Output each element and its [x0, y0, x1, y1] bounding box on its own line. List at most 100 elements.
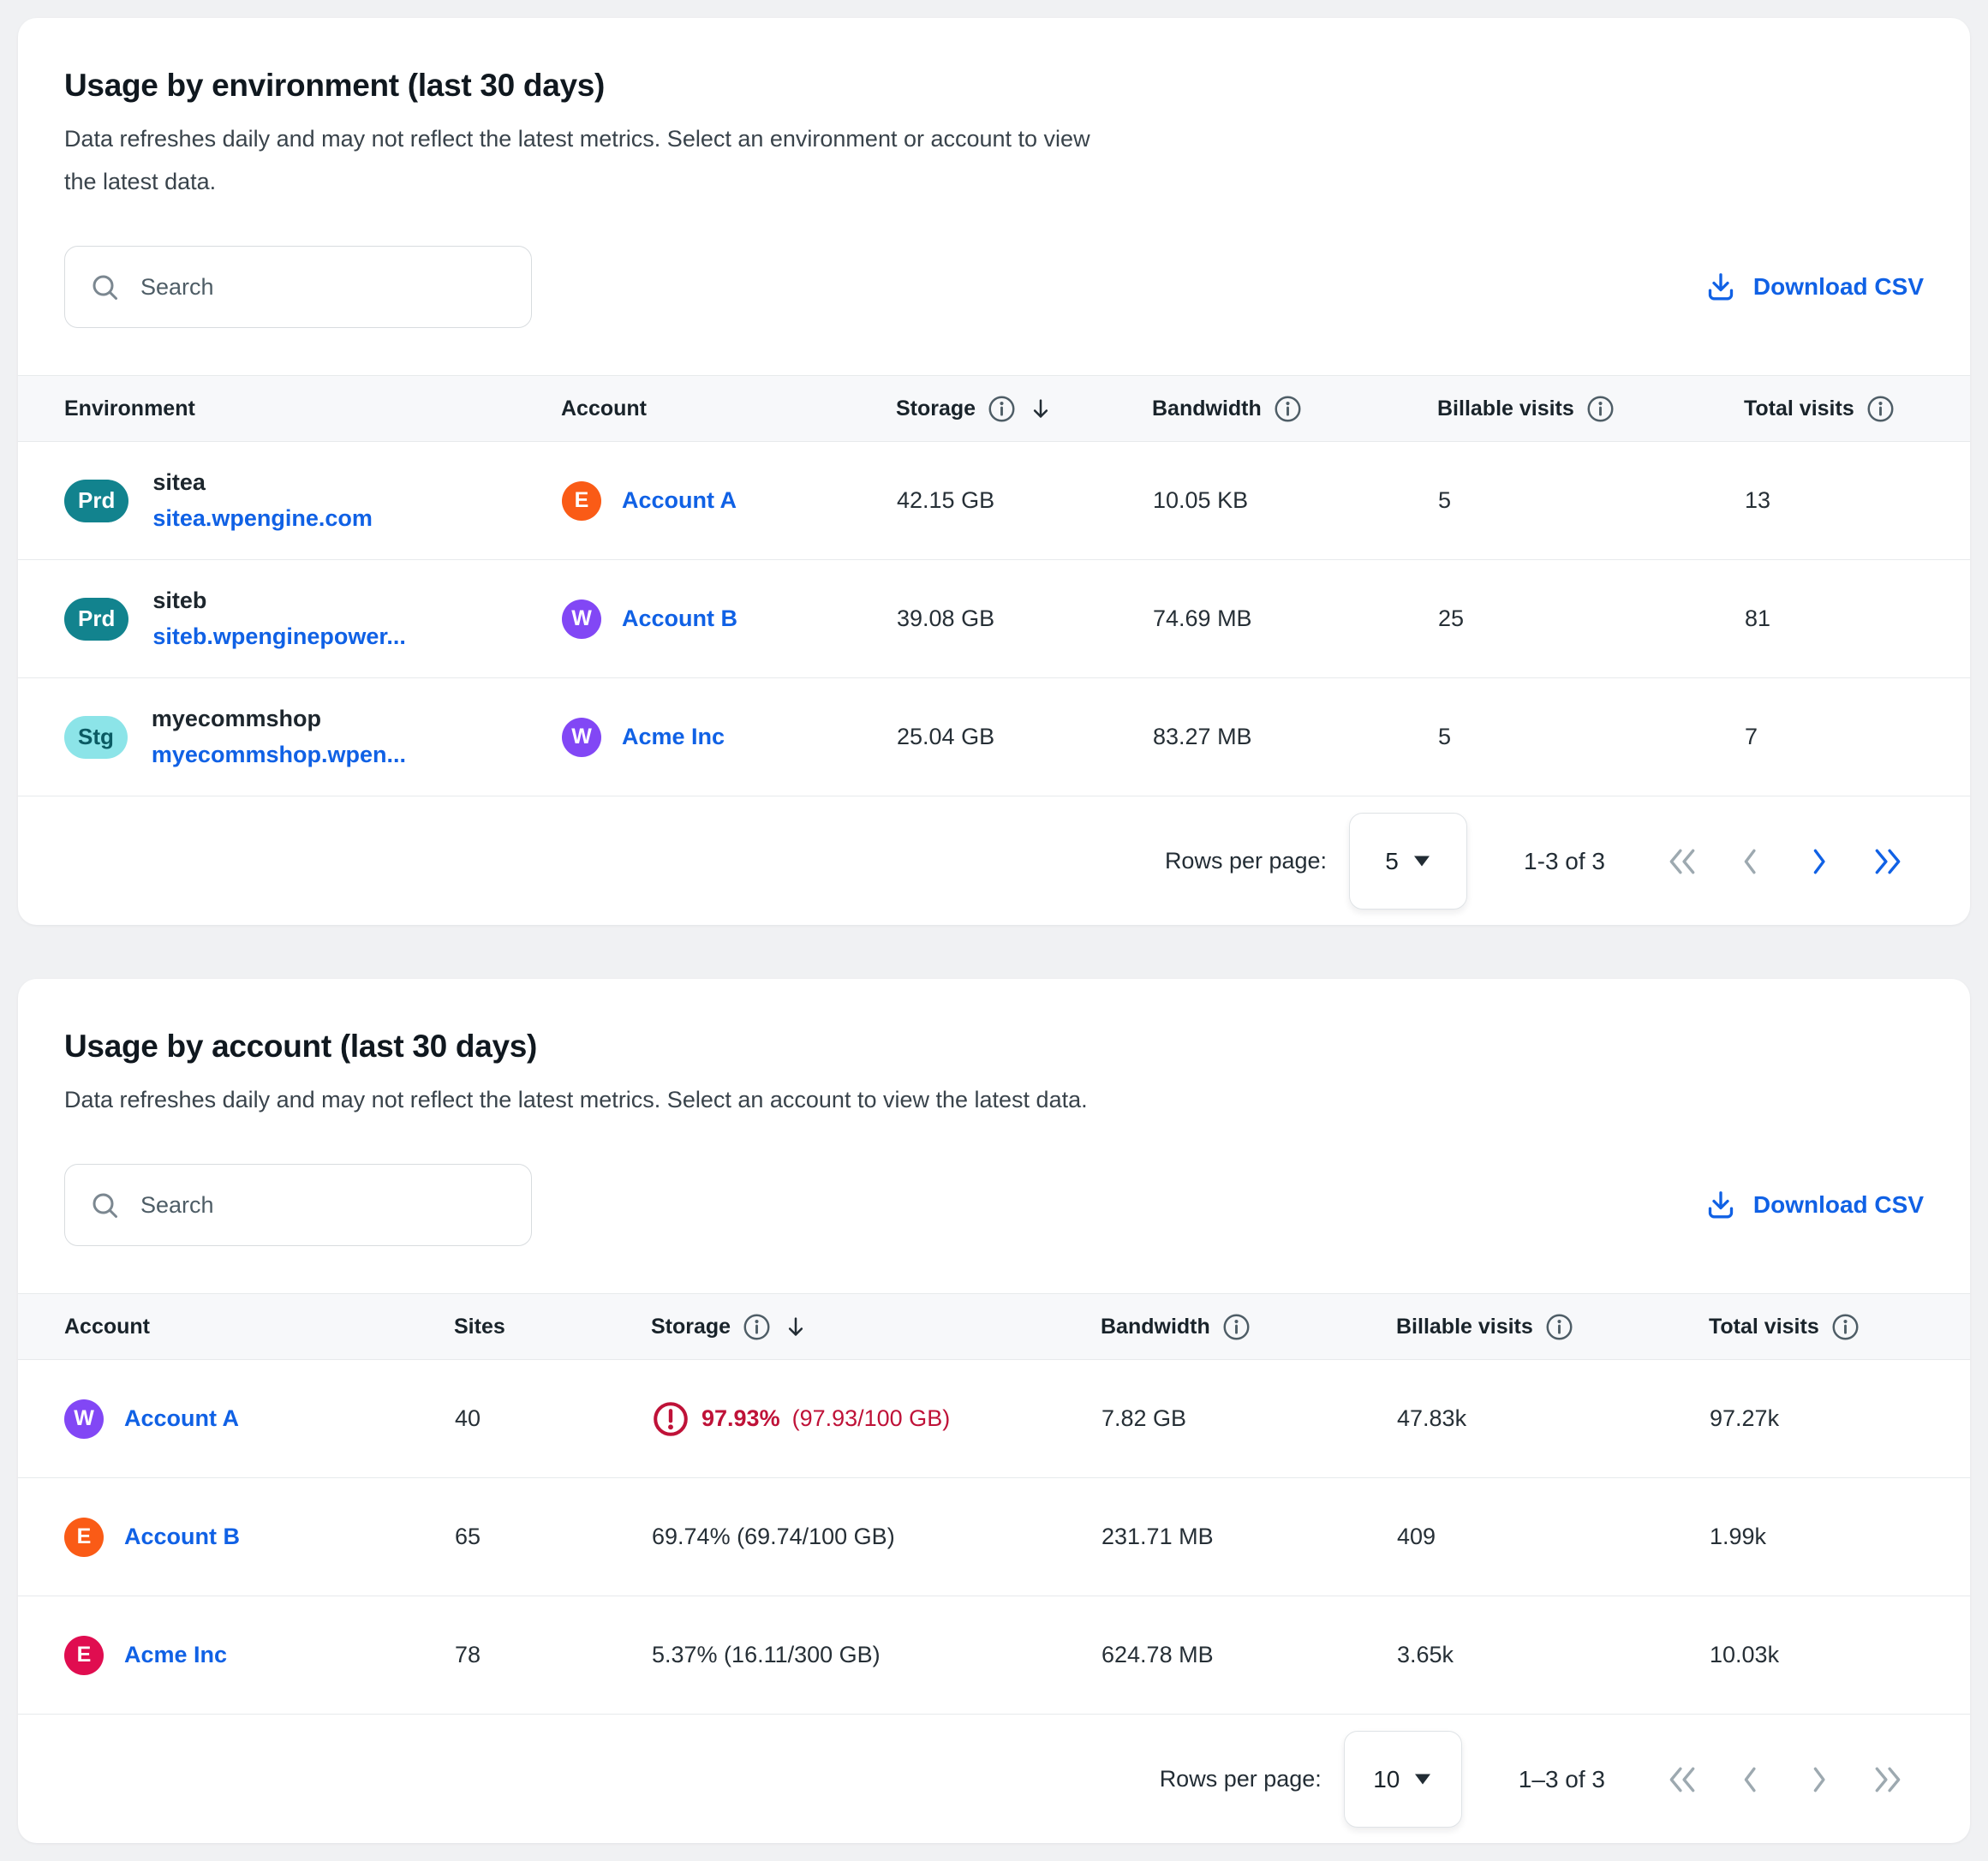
column-label: Billable visits: [1396, 1314, 1533, 1339]
account-row[interactable]: W Account A 40 97.93% (97.93/100 GB) 7.82 GB 4…: [18, 1359, 1970, 1478]
environment-row[interactable]: Prd siteb siteb.wpenginepower... W Account B…: [18, 559, 1970, 678]
chevron-left-icon: [1745, 849, 1756, 874]
search-icon: [93, 275, 117, 300]
storage-cell: 5.37% (16.11/300 GB): [652, 1642, 881, 1667]
environment-domain-link[interactable]: myecommshop.wpen...: [151, 742, 406, 767]
sort-button[interactable]: [1028, 396, 1054, 421]
storage-percent: 97.93%: [701, 1405, 780, 1431]
env-table: Environment Account Storage Bandwidth Billab…: [18, 375, 1970, 796]
column-label: Billable visits: [1437, 396, 1574, 421]
chevron-right-icon: [1814, 849, 1825, 874]
info-icon: [1832, 1314, 1859, 1339]
column-header-storage: Storage: [651, 1293, 1101, 1360]
rows-per-page-select[interactable]: 10: [1343, 1731, 1462, 1828]
column-header-sites: Sites: [454, 1293, 651, 1360]
account-link[interactable]: Acme Inc: [622, 724, 725, 749]
bandwidth-cell: 624.78 MB: [1101, 1596, 1396, 1715]
env-panel-title: Usage by environment (last 30 days): [64, 68, 606, 103]
account-avatar: W: [64, 1399, 104, 1439]
column-header-storage: Storage: [896, 375, 1152, 442]
account-link[interactable]: Account A: [622, 487, 737, 513]
env-download-csv-button[interactable]: Download CSV: [1704, 270, 1924, 304]
sort-button[interactable]: [783, 1314, 809, 1339]
warning-icon: [654, 1401, 688, 1436]
chevron-down-icon: [1413, 856, 1430, 867]
previous-page-button[interactable]: [1716, 835, 1785, 888]
account-download-csv-button[interactable]: Download CSV: [1704, 1188, 1924, 1222]
account-page-nav: [1648, 1753, 1922, 1806]
total-visits-cell: 97.27k: [1709, 1359, 1970, 1478]
env-table-header: Environment Account Storage Bandwidth Billab…: [18, 375, 1970, 442]
environment-name: sitea: [152, 469, 206, 495]
info-icon-button[interactable]: [1274, 395, 1302, 423]
storage-cell: 39.08 GB: [896, 559, 1152, 678]
rows-per-page-label: Rows per page:: [1159, 1766, 1322, 1792]
next-page-button[interactable]: [1785, 835, 1854, 888]
last-page-button[interactable]: [1854, 1753, 1922, 1806]
info-icon-button[interactable]: [1222, 1313, 1251, 1341]
account-link[interactable]: Account B: [622, 605, 737, 631]
bandwidth-cell: 74.69 MB: [1152, 559, 1437, 678]
info-icon: [1587, 396, 1614, 421]
column-label: Account: [561, 396, 647, 421]
env-search-box[interactable]: [64, 246, 532, 328]
rows-per-page-label: Rows per page:: [1164, 848, 1328, 874]
last-page-button[interactable]: [1854, 835, 1922, 888]
sites-cell: 40: [454, 1359, 651, 1478]
rows-per-page-select[interactable]: 5: [1349, 813, 1468, 910]
chevron-right-icon: [1814, 1767, 1825, 1792]
billable-visits-cell: 47.83k: [1396, 1359, 1709, 1478]
info-icon: [988, 396, 1015, 421]
total-visits-cell: 10.03k: [1709, 1596, 1970, 1715]
chevron-left-icon: [1745, 1767, 1756, 1792]
env-page-nav: [1648, 835, 1922, 888]
storage-cell: 42.15 GB: [896, 441, 1152, 560]
account-avatar: W: [562, 717, 601, 757]
account-avatar: E: [562, 480, 601, 521]
env-panel-subtitle: Data refreshes daily and may not reflect…: [64, 117, 1315, 203]
column-header-bandwidth: Bandwidth: [1152, 375, 1437, 442]
subtitle-line: Data refreshes daily and may not reflect…: [64, 126, 1090, 152]
account-row[interactable]: E Acme Inc 78 5.37% (16.11/300 GB) 624.78 MB…: [18, 1596, 1970, 1715]
column-header-environment: Environment: [18, 375, 561, 442]
column-label: Storage: [896, 396, 976, 421]
env-search-input[interactable]: [139, 272, 507, 301]
account-link[interactable]: Acme Inc: [124, 1642, 228, 1667]
column-header-account: Account: [18, 1293, 454, 1360]
billable-visits-cell: 409: [1396, 1477, 1709, 1596]
column-label: Environment: [64, 396, 195, 421]
environment-domain-link[interactable]: siteb.wpenginepower...: [152, 623, 406, 649]
double-chevron-right-icon: [1875, 849, 1901, 874]
double-chevron-left-icon: [1669, 849, 1695, 874]
environment-type-badge: Prd: [64, 597, 129, 641]
info-icon-button[interactable]: [1545, 1313, 1573, 1341]
info-icon-button[interactable]: [1866, 395, 1895, 423]
account-avatar: E: [64, 1517, 104, 1557]
account-row[interactable]: E Account B 65 69.74% (69.74/100 GB) 231.71 …: [18, 1477, 1970, 1596]
page-range: 1–3 of 3: [1518, 1765, 1605, 1792]
info-icon-button[interactable]: [743, 1313, 771, 1341]
usage-by-environment-panel: Usage by environment (last 30 days) Data…: [18, 18, 1970, 925]
info-icon-button[interactable]: [1831, 1313, 1860, 1341]
billable-visits-cell: 25: [1437, 559, 1744, 678]
account-search-input[interactable]: [139, 1190, 507, 1220]
environment-name: siteb: [152, 588, 207, 613]
environment-row[interactable]: Prd sitea sitea.wpengine.com E Account A 42.1…: [18, 441, 1970, 560]
account-link[interactable]: Account B: [124, 1524, 240, 1549]
billable-visits-cell: 3.65k: [1396, 1596, 1709, 1715]
bandwidth-cell: 231.71 MB: [1101, 1477, 1396, 1596]
first-page-button[interactable]: [1648, 1753, 1716, 1806]
storage-cell: 69.74% (69.74/100 GB): [652, 1524, 895, 1549]
environment-row[interactable]: Stg myecommshop myecommshop.wpen... W Acme I…: [18, 677, 1970, 796]
environment-type-badge: Prd: [64, 479, 129, 522]
previous-page-button[interactable]: [1716, 1753, 1785, 1806]
first-page-button[interactable]: [1648, 835, 1716, 888]
sites-cell: 78: [454, 1596, 651, 1715]
account-search-box[interactable]: [64, 1164, 532, 1246]
environment-domain-link[interactable]: sitea.wpengine.com: [152, 505, 373, 531]
next-page-button[interactable]: [1785, 1753, 1854, 1806]
info-icon-button[interactable]: [1586, 395, 1615, 423]
column-label: Account: [64, 1314, 150, 1339]
info-icon-button[interactable]: [988, 395, 1016, 423]
account-link[interactable]: Account A: [124, 1405, 239, 1431]
